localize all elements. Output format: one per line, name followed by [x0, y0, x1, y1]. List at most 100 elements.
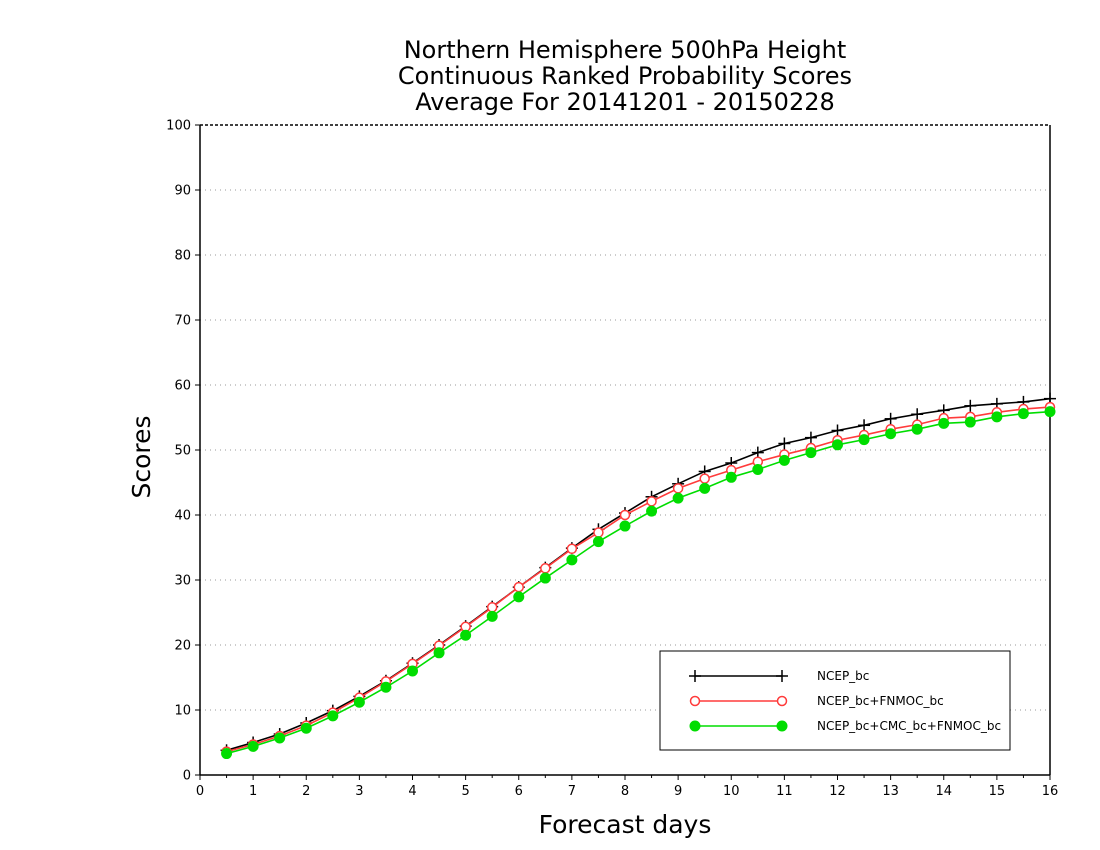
x-tick-label: 5 [461, 784, 469, 799]
legend-label: NCEP_bc+CMC_bc+FNMOC_bc [817, 719, 1001, 733]
data-point [327, 710, 339, 722]
data-point [752, 464, 764, 475]
y-tick-label: 50 [174, 444, 191, 459]
data-point [858, 434, 870, 446]
x-axis-label: Forecast days [539, 810, 712, 839]
legend-label: NCEP_bc+FNMOC_bc [817, 694, 944, 708]
y-tick-label: 80 [174, 249, 191, 264]
y-axis-label: Scores [127, 415, 156, 498]
data-point [725, 471, 737, 483]
data-point [619, 520, 631, 532]
y-tick-label: 30 [174, 574, 191, 589]
legend-entry: NCEP_bc+FNMOC_bc [689, 694, 944, 708]
data-point [274, 732, 286, 744]
data-point [672, 492, 684, 504]
data-point [805, 447, 817, 459]
data-point [964, 399, 977, 412]
data-point [486, 610, 498, 622]
data-point [300, 722, 312, 734]
chart-title-line-2: Continuous Ranked Probability Scores [397, 62, 853, 90]
legend-marker [776, 695, 788, 707]
data-point [699, 482, 711, 494]
data-point [460, 629, 472, 641]
data-point [486, 602, 498, 613]
chart-title-line-3: Average For 20141201 - 20150228 [415, 88, 835, 116]
data-point [566, 554, 578, 566]
data-point [513, 591, 525, 603]
gridlines [200, 189, 1050, 711]
data-point [539, 572, 551, 584]
data-point [592, 536, 604, 548]
data-point [911, 408, 924, 421]
legend-entry: NCEP_bc [689, 669, 869, 683]
data-point [646, 505, 658, 517]
data-point [884, 412, 897, 425]
y-tick-label: 60 [174, 379, 191, 394]
chart-title-line-1: Northern Hemisphere 500hPa Height [403, 36, 847, 64]
data-point [911, 423, 923, 435]
x-tick-label: 10 [723, 784, 740, 799]
data-point [247, 740, 259, 752]
x-tick-label: 9 [674, 784, 682, 799]
series-line [226, 397, 1051, 752]
data-point [672, 483, 684, 494]
data-point [540, 563, 551, 574]
data-point [938, 417, 950, 429]
x-tick-label: 0 [196, 784, 204, 799]
x-tick-label: 6 [515, 784, 523, 799]
y-tick-label: 90 [174, 184, 191, 199]
y-tick-label: 10 [174, 704, 191, 719]
y-tick-label: 20 [174, 639, 191, 654]
data-point [1017, 408, 1029, 420]
legend-marker [689, 695, 701, 707]
data-point [1044, 406, 1056, 418]
data-point [778, 454, 790, 466]
data-point [353, 696, 365, 708]
y-tick-label: 40 [174, 509, 191, 524]
x-tick-label: 8 [621, 784, 629, 799]
x-tick-label: 2 [302, 784, 310, 799]
legend-marker [689, 720, 701, 732]
legend: NCEP_bc NCEP_bc+FNMOC_bc NCEP_bc+CMC_bc+FN… [659, 650, 1011, 751]
data-point [885, 428, 897, 440]
x-tick-label: 15 [989, 784, 1006, 799]
data-point [380, 681, 392, 693]
data-point [991, 411, 1003, 423]
data-point [513, 581, 524, 593]
x-tick-label: 14 [935, 784, 952, 799]
x-tick-label: 12 [829, 784, 846, 799]
data-point [964, 416, 976, 428]
data-point [593, 527, 604, 538]
legend-marker [776, 670, 788, 682]
x-tick-label: 3 [355, 784, 363, 799]
y-tick-label: 100 [166, 119, 191, 134]
data-point [433, 647, 445, 659]
axes [195, 124, 1051, 780]
data-point [646, 496, 657, 507]
data-point [831, 424, 844, 437]
data-point [778, 437, 791, 450]
data-point [566, 543, 578, 555]
legend-entry: NCEP_bc+CMC_bc+FNMOC_bc [689, 719, 1001, 733]
x-tick-label: 13 [882, 784, 899, 799]
legend-label: NCEP_bc [817, 669, 869, 683]
data-point [804, 431, 817, 444]
data-point [858, 419, 871, 432]
x-tick-label: 16 [1042, 784, 1059, 799]
data-point [619, 509, 631, 521]
legend-marker [776, 720, 788, 732]
x-tick-label: 4 [408, 784, 416, 799]
x-tick-label: 7 [568, 784, 576, 799]
series-group [220, 392, 1056, 760]
data-point [699, 473, 710, 484]
series-3 [221, 406, 1056, 760]
y-tick-label: 70 [174, 314, 191, 329]
data-point [221, 748, 233, 760]
y-tick-label: 0 [183, 769, 191, 784]
data-point [832, 439, 843, 451]
x-tick-label: 11 [776, 784, 793, 799]
legend-marker [689, 670, 701, 682]
x-tick-label: 1 [249, 784, 257, 799]
